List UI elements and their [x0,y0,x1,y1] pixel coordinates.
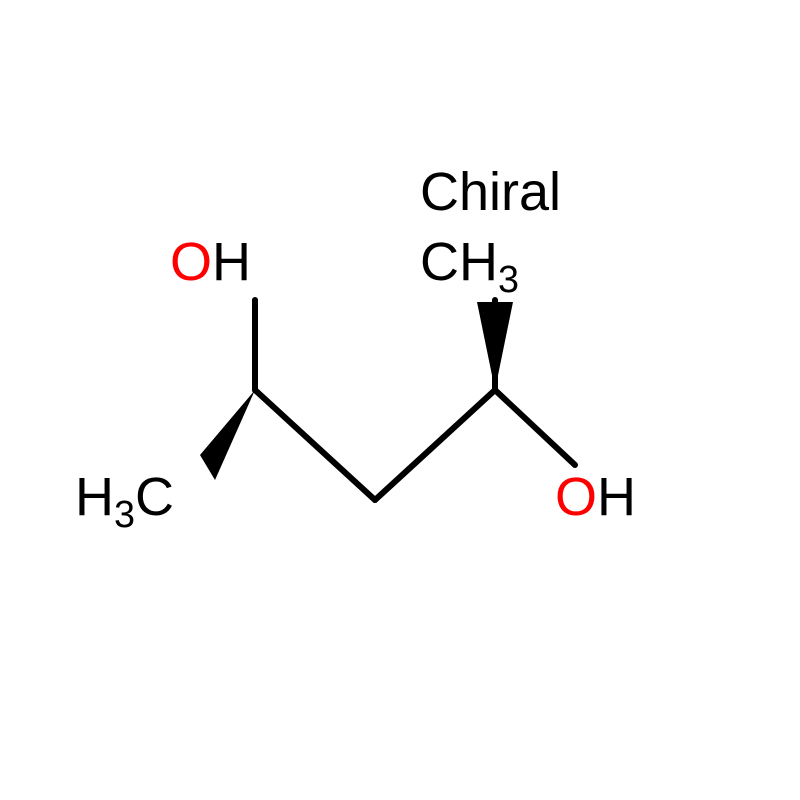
hydrogen-atom: H [597,467,636,527]
carbon-atom: C [135,467,174,527]
oxygen-atom: O [555,467,597,527]
subscript: 3 [498,259,519,301]
hydroxyl-left-label: OH [170,235,251,289]
chiral-label: Chiral [420,165,561,219]
oxygen-atom: O [170,232,212,292]
bond-line [375,390,495,500]
hydrogen-atom: H [459,232,498,292]
molecule-canvas: Chiral OH CH3 H3C OH [0,0,800,800]
wedge-bond [200,390,255,480]
bond-line [255,390,375,500]
bond-layer [0,0,800,800]
hydroxyl-right-label: OH [555,470,636,524]
bond-line [495,390,575,465]
wedge-bond [477,302,513,390]
carbon-atom: C [420,232,459,292]
subscript: 3 [114,494,135,536]
methyl-left-label: H3C [75,470,174,535]
hydrogen-atom: H [212,232,251,292]
hydrogen-atom: H [75,467,114,527]
methyl-top-label: CH3 [420,235,519,300]
